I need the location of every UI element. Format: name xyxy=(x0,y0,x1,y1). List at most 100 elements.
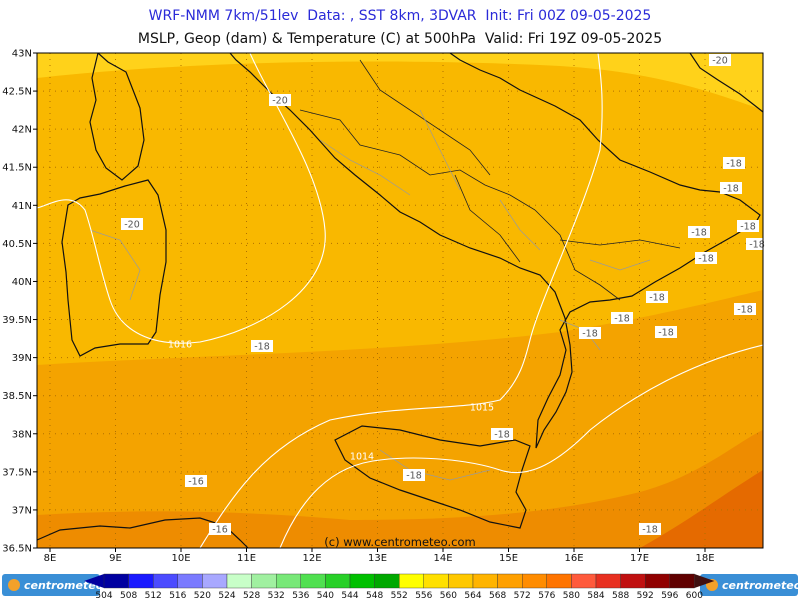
colorbar-cell xyxy=(276,573,302,589)
lon-tick-label: 15E xyxy=(499,553,518,564)
lat-tick-label: 39N xyxy=(12,353,32,364)
copyright-text: (c) www.centrometeo.com xyxy=(324,535,475,549)
lon-tick-label: 16E xyxy=(564,553,583,564)
temperature-label: -18 xyxy=(691,228,707,239)
colorbar-cell xyxy=(595,573,621,589)
temperature-label: -18 xyxy=(614,314,630,325)
colorbar-label: 520 xyxy=(194,591,211,600)
tunisia-coastline xyxy=(37,517,249,548)
lat-tick-label: 38.5N xyxy=(2,391,32,402)
colorbar-label: 504 xyxy=(95,591,112,600)
italy-coastline xyxy=(229,53,761,449)
temperature-label: -18 xyxy=(582,329,598,340)
lon-tick-label: 9E xyxy=(109,553,122,564)
colorbar-label: 544 xyxy=(341,591,358,600)
colorbar-cell xyxy=(571,573,597,589)
temperature-label-box xyxy=(579,327,601,339)
colorbar-cell xyxy=(546,573,572,589)
colorbar-cell xyxy=(522,573,548,589)
logo-left xyxy=(2,574,100,596)
fill-band-568 xyxy=(37,290,763,548)
colorbar-label: 596 xyxy=(661,591,678,600)
lat-tick-label: 41.5N xyxy=(2,163,32,174)
temperature-label-box xyxy=(655,326,677,338)
lon-tick-label: 8E xyxy=(44,553,57,564)
colorbar-cell xyxy=(177,573,203,589)
colorbar-label: 532 xyxy=(268,591,285,600)
colorbar-label: 528 xyxy=(243,591,260,600)
colorbar-cell xyxy=(620,573,646,589)
isobar-lines xyxy=(37,53,763,548)
isobar-label: 1014 xyxy=(350,452,374,463)
colorbar-label: 580 xyxy=(563,591,580,600)
lat-tick-label: 37.5N xyxy=(2,467,32,478)
colorbar-label: 584 xyxy=(587,591,604,600)
colorbar-cell xyxy=(128,573,154,589)
colorbar-cell xyxy=(423,573,449,589)
logo-left-icon xyxy=(8,579,20,591)
isobar-label: 1016 xyxy=(168,340,192,351)
lat-tick-label: 40.5N xyxy=(2,239,32,250)
temperature-label-box xyxy=(688,226,710,238)
temperature-label: -16 xyxy=(188,477,204,488)
lat-tick-label: 37N xyxy=(12,505,32,516)
map-frame xyxy=(36,52,764,549)
colorbar-cell xyxy=(349,573,375,589)
temperature-label-box xyxy=(695,252,717,264)
longitude-axis: 8E 9E 10E 11E 12E 13E 14E 15E 16E 17E 18E xyxy=(44,548,715,564)
chart-title: WRF-NMM 7km/51lev Data: , SST 8km, 3DVAR… xyxy=(148,8,652,24)
balkan-coastline xyxy=(689,53,763,113)
temperature-label: -18 xyxy=(749,240,765,251)
temperature-label-box xyxy=(646,291,668,303)
colorbar-label: 592 xyxy=(637,591,654,600)
colorbar-cell xyxy=(374,573,400,589)
fill-band-576 xyxy=(640,470,763,548)
temperature-label-box xyxy=(639,523,661,535)
temperature-label: -18 xyxy=(658,328,674,339)
colorbar-label: 564 xyxy=(464,591,481,600)
temperature-label-box xyxy=(720,182,742,194)
colorbar-cell xyxy=(399,573,425,589)
province-borders xyxy=(89,109,651,481)
colorbar-label: 572 xyxy=(514,591,531,600)
colorbar-label: 560 xyxy=(440,591,457,600)
lon-tick-label: 10E xyxy=(171,553,190,564)
temperature-label: -18 xyxy=(642,525,658,536)
lat-tick-label: 40N xyxy=(12,277,32,288)
colorbar-cell xyxy=(152,573,178,589)
lon-tick-label: 11E xyxy=(237,553,256,564)
lat-tick-label: 36.5N xyxy=(2,544,32,555)
colorbar-label: 556 xyxy=(415,591,432,600)
temperature-label-box xyxy=(734,303,756,315)
colorbar-cell xyxy=(325,573,351,589)
isobar-label: 1015 xyxy=(470,403,494,414)
lat-tick-label: 39.5N xyxy=(2,315,32,326)
temperature-label: -18 xyxy=(723,184,739,195)
temperature-label-box xyxy=(491,428,513,440)
isobar-1015 xyxy=(199,53,603,548)
colorbar-cell xyxy=(472,573,498,589)
coastlines xyxy=(37,53,763,548)
temperature-label-box xyxy=(403,469,425,481)
temperature-label-box xyxy=(185,475,207,487)
lon-tick-label: 18E xyxy=(695,553,714,564)
lat-tick-label: 43N xyxy=(12,49,32,60)
chart-subtitle: MSLP, Geop (dam) & Temperature (C) at 50… xyxy=(137,31,663,47)
colorbar-cell xyxy=(251,573,277,589)
temperature-label-box xyxy=(121,218,143,230)
colorbar-label: 568 xyxy=(489,591,506,600)
sardinia-coastline xyxy=(61,179,167,357)
colorbar-cell xyxy=(669,573,695,589)
lat-tick-label: 41N xyxy=(12,201,32,212)
colorbar-label: 540 xyxy=(317,591,334,600)
lat-tick-label: 42.5N xyxy=(2,87,32,98)
colorbar-cell xyxy=(226,573,252,589)
lat-tick-label: 42N xyxy=(12,125,32,136)
colorbar-label: 548 xyxy=(366,591,383,600)
colorbar-label: 588 xyxy=(612,591,629,600)
logo-right-text: centrometeo xyxy=(722,579,800,592)
colorbar-label: 516 xyxy=(169,591,186,600)
lon-tick-label: 14E xyxy=(433,553,452,564)
temperature-label: -18 xyxy=(649,293,665,304)
